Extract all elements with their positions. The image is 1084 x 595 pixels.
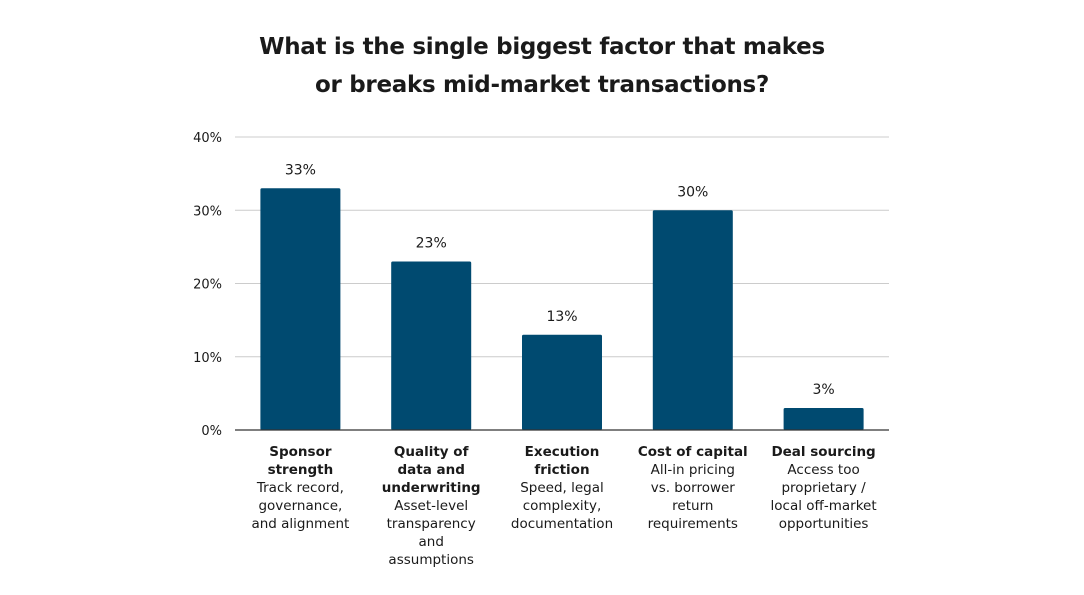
- data-label: 30%: [677, 184, 708, 200]
- category-name: friction: [534, 462, 590, 478]
- chart-title: What is the single biggest factor that m…: [0, 28, 1084, 104]
- category-description: opportunities: [778, 516, 869, 532]
- y-tick-label: 20%: [193, 278, 222, 293]
- x-category-label: Deal sourcing Access too proprietary / loca…: [762, 443, 886, 533]
- category-description: All-in pricing: [650, 462, 735, 478]
- data-label: 13%: [546, 309, 577, 325]
- data-label: 3%: [812, 382, 834, 398]
- category-description: vs. borrower: [650, 480, 735, 496]
- category-name: Execution: [524, 444, 600, 460]
- category-description: Asset-level: [394, 498, 469, 514]
- category-description: return: [672, 498, 714, 514]
- bar: [391, 261, 472, 430]
- y-tick-label: 30%: [193, 204, 222, 219]
- y-tick-label: 40%: [193, 131, 222, 146]
- category-description: requirements: [647, 516, 738, 532]
- category-name: strength: [267, 462, 334, 478]
- category-description: and alignment: [251, 516, 350, 532]
- bar: [652, 210, 733, 430]
- category-description: complexity,: [522, 498, 602, 514]
- bar: [522, 334, 602, 430]
- category-description: documentation: [510, 516, 614, 532]
- y-tick-label: 0%: [201, 424, 222, 439]
- category-description: proprietary /: [781, 480, 866, 496]
- category-description: transparency: [386, 516, 476, 532]
- data-label: 33%: [285, 162, 316, 178]
- category-description: Access too: [787, 462, 860, 478]
- bar: [260, 188, 341, 430]
- category-description: governance,: [258, 498, 343, 514]
- category-description: assumptions: [388, 552, 474, 568]
- category-name: Quality of: [393, 444, 469, 460]
- category-name: Deal sourcing: [771, 444, 876, 460]
- x-category-label: Quality of data and underwriting Asset-leve…: [369, 443, 493, 569]
- chart-title-line: or breaks mid-market transactions?: [314, 72, 769, 98]
- category-description: and: [418, 534, 444, 550]
- category-name: data and: [397, 462, 465, 478]
- category-description: Track record,: [256, 480, 344, 496]
- y-tick-label: 10%: [193, 351, 222, 366]
- category-description: Speed, legal: [520, 480, 604, 496]
- x-category-label: Sponsor strength Track record, governance, a…: [238, 443, 362, 533]
- category-name: Sponsor: [269, 444, 332, 460]
- bar: [783, 408, 864, 430]
- data-label: 23%: [416, 236, 447, 252]
- x-category-label: Execution friction Speed, legal complexity,…: [500, 443, 624, 533]
- chart-title-line: What is the single biggest factor that m…: [259, 34, 825, 60]
- category-description: local off-market: [770, 498, 877, 514]
- category-name: Cost of capital: [637, 444, 748, 460]
- category-name: underwriting: [381, 480, 481, 496]
- x-category-label: Cost of capital All-in pricing vs. borrowe…: [631, 443, 755, 533]
